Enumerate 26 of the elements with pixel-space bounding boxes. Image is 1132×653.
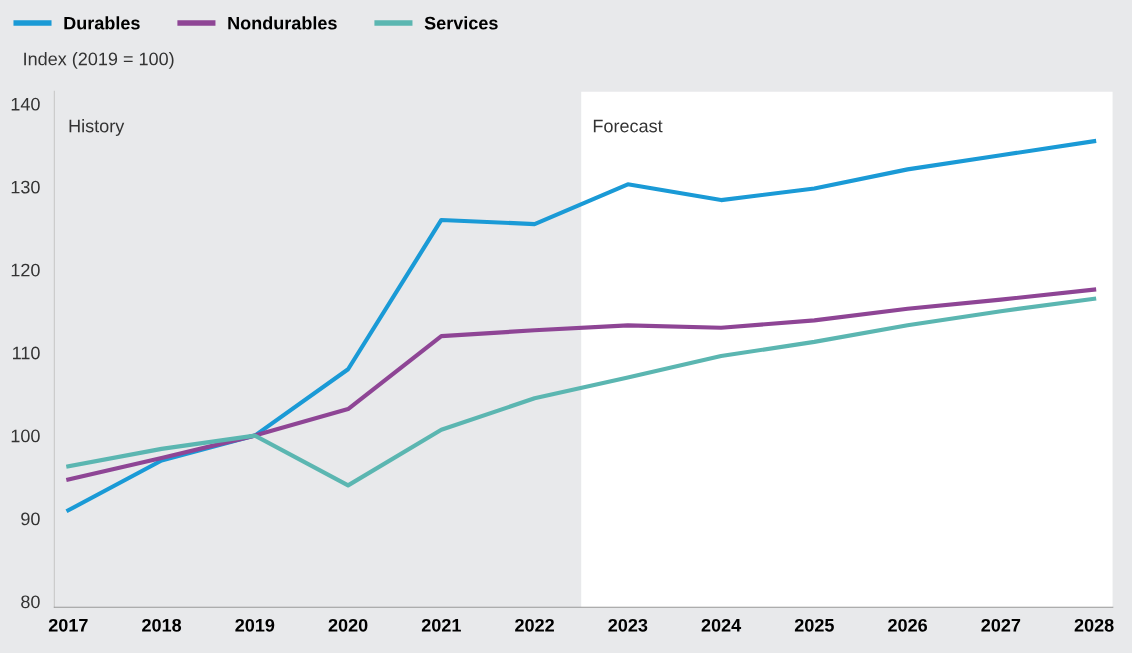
- legend-label: Services: [424, 16, 498, 30]
- y-tick-label: 140: [11, 97, 40, 111]
- y-tick-label: 120: [11, 263, 40, 277]
- x-tick-label: 2024: [701, 618, 742, 632]
- x-tick-label: 2025: [794, 618, 834, 632]
- x-tick-label: 2019: [235, 618, 275, 632]
- x-tick-label: 2028: [1074, 618, 1114, 632]
- y-tick-label: 80: [21, 595, 40, 609]
- y-tick-label: 110: [13, 346, 40, 360]
- x-tick-label: 2022: [515, 618, 554, 632]
- x-tick-label: 2017: [48, 618, 88, 632]
- legend-label: Durables: [64, 16, 140, 30]
- annotation: History: [69, 119, 125, 136]
- x-tick-label: 2020: [328, 618, 368, 632]
- y-tick-label: 90: [21, 512, 40, 526]
- y-tick-label: 130: [11, 180, 40, 194]
- x-tick-label: 2023: [608, 618, 648, 632]
- y-tick-label: 100: [11, 429, 40, 443]
- y-axis-title: Index (2019 = 100): [24, 52, 174, 69]
- x-tick-label: 2026: [888, 618, 928, 632]
- x-tick-label: 2027: [981, 618, 1021, 632]
- band-label: Forecast: [593, 119, 663, 133]
- x-tick-label: 2021: [421, 618, 461, 632]
- line-series: [66, 139, 1097, 513]
- legend-label: Nondurables: [228, 16, 337, 30]
- x-tick-label: 2018: [142, 618, 182, 632]
